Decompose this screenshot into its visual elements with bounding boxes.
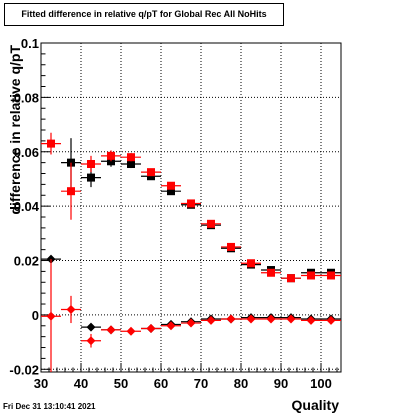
- data-point: [121, 153, 141, 162]
- square-marker: [307, 271, 315, 280]
- diamond-marker: [186, 318, 196, 328]
- square-marker: [287, 274, 295, 283]
- diamond-marker: [146, 323, 156, 333]
- axis-ticks: 30 40 50 60 70 80 90 100 -0.02 0 0.02 0.04 0.06 0.08 0…: [9, 36, 338, 391]
- square-marker: [327, 271, 335, 280]
- data-point: [281, 274, 301, 283]
- data-point: [261, 314, 281, 324]
- square-marker: [87, 173, 95, 182]
- square-marker: [207, 219, 215, 228]
- data-point: [281, 314, 301, 324]
- plot-frame: [40, 42, 342, 373]
- x-tick-label: 70: [194, 376, 208, 391]
- data-point: [181, 318, 201, 328]
- x-tick-label: 80: [234, 376, 248, 391]
- diamond-marker: [86, 336, 96, 346]
- diamond-marker: [46, 311, 56, 321]
- data-point: [41, 132, 61, 155]
- x-tick-label: 60: [154, 376, 168, 391]
- data-point: [201, 315, 221, 325]
- y-tick-label: 0.1: [21, 36, 39, 51]
- data-point: [321, 315, 341, 325]
- diamond-marker: [66, 304, 76, 314]
- diamond-marker: [246, 314, 256, 324]
- square-marker: [187, 199, 195, 208]
- y-tick-label: 0.04: [14, 199, 40, 214]
- diamond-marker: [106, 325, 116, 335]
- series-3: [41, 259, 341, 372]
- data-point: [141, 323, 161, 333]
- x-axis-title: Quality: [292, 397, 340, 413]
- square-marker: [87, 159, 95, 168]
- square-marker: [107, 151, 115, 160]
- series-1: [41, 132, 341, 283]
- diamond-marker: [266, 314, 276, 324]
- square-marker: [127, 159, 135, 168]
- x-tick-label: 30: [34, 376, 48, 391]
- square-marker: [227, 242, 235, 251]
- data-point: [301, 271, 321, 280]
- x-tick-label: 40: [74, 376, 88, 391]
- square-marker: [147, 168, 155, 177]
- data-point: [321, 271, 341, 280]
- data-point: [81, 333, 101, 348]
- data-point: [61, 162, 81, 220]
- diamond-marker: [286, 314, 296, 324]
- data-points: [41, 132, 341, 372]
- x-tick-label: 50: [114, 376, 128, 391]
- data-point: [221, 242, 241, 251]
- data-point: [141, 168, 161, 177]
- diamond-marker: [226, 314, 236, 324]
- data-point: [61, 295, 81, 324]
- square-marker: [127, 153, 135, 162]
- data-point: [121, 326, 141, 336]
- data-point: [101, 325, 121, 335]
- square-marker: [147, 172, 155, 181]
- square-marker: [267, 268, 275, 277]
- data-point: [101, 150, 121, 162]
- data-point: [241, 314, 261, 324]
- x-tick-label: 90: [274, 376, 288, 391]
- x-tick-label: 100: [310, 376, 332, 391]
- y-tick-label: 0.08: [14, 90, 39, 105]
- data-point: [41, 259, 61, 372]
- square-marker: [47, 139, 55, 148]
- data-point: [181, 199, 201, 208]
- title-box: Fitted difference in relative q/pT for G…: [4, 3, 284, 26]
- diamond-marker: [206, 315, 216, 325]
- square-marker: [247, 259, 255, 268]
- y-tick-label: 0.02: [14, 254, 39, 269]
- diamond-marker: [326, 315, 336, 325]
- diamond-marker: [126, 326, 136, 336]
- diamond-marker: [86, 322, 96, 332]
- diamond-marker: [166, 321, 176, 331]
- data-point: [161, 321, 181, 331]
- grid: [40, 42, 341, 372]
- data-point: [261, 268, 281, 277]
- square-marker: [67, 158, 75, 167]
- data-point: [81, 322, 101, 332]
- data-point: [161, 181, 181, 190]
- data-point: [301, 315, 321, 325]
- y-tick-label: 0: [32, 308, 39, 323]
- square-marker: [167, 187, 175, 196]
- square-marker: [67, 187, 75, 196]
- data-point: [81, 155, 101, 173]
- diamond-marker: [306, 315, 316, 325]
- y-tick-label: 0.06: [14, 145, 39, 160]
- data-point: [241, 259, 261, 268]
- square-marker: [167, 181, 175, 190]
- data-point: [221, 314, 241, 324]
- y-tick-label: -0.02: [9, 362, 39, 377]
- data-point: [201, 219, 221, 228]
- y-axis-title: difference in relative q/pT: [7, 45, 23, 215]
- timestamp: Fri Dec 31 13:10:41 2021: [3, 402, 96, 411]
- chart-title: Fitted difference in relative q/pT for G…: [21, 9, 267, 19]
